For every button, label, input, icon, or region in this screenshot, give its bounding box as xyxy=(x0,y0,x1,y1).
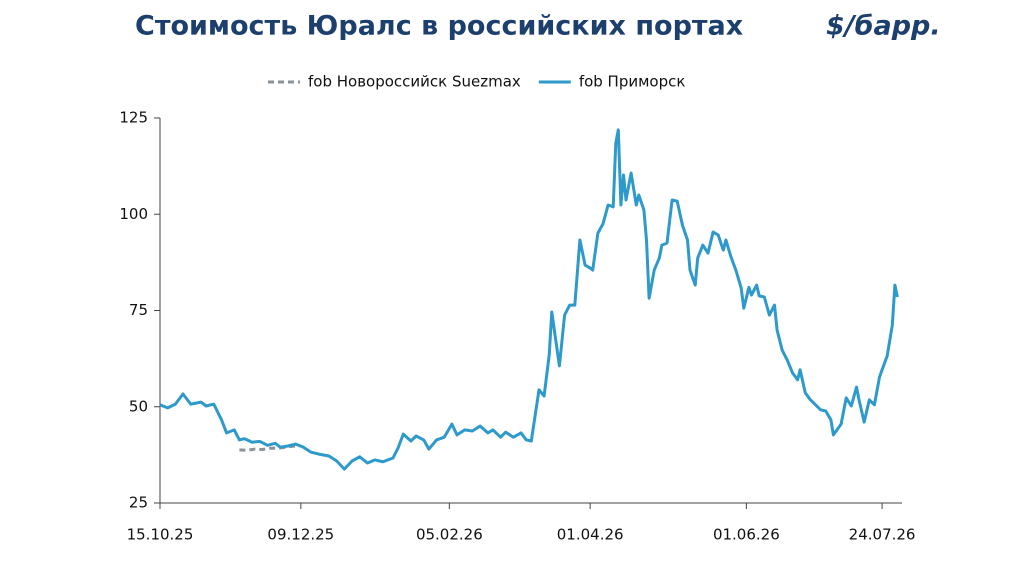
y-tick-label: 75 xyxy=(129,301,148,319)
x-tick-label: 05.02.26 xyxy=(416,526,483,544)
x-tick-label: 24.07.26 xyxy=(849,526,916,544)
data-line xyxy=(159,128,899,471)
x-tick-label: 01.04.26 xyxy=(557,526,624,544)
y-tick-label: 100 xyxy=(119,205,148,223)
y-tick-label: 125 xyxy=(119,109,148,127)
legend-label: fob Новороссийск Suezmax xyxy=(308,73,521,91)
x-tick-label: 01.06.26 xyxy=(713,526,780,544)
chart-title: Стоимость Юралс в российских портах xyxy=(135,11,743,42)
x-tick-label: 09.12.25 xyxy=(267,526,334,544)
legend-label: fob Приморск xyxy=(579,73,686,91)
y-tick-label: 25 xyxy=(129,494,148,512)
x-tick-label: 15.10.25 xyxy=(127,526,194,544)
y-tick-label: 50 xyxy=(129,397,148,415)
unit-label: $/барр. xyxy=(826,11,941,42)
